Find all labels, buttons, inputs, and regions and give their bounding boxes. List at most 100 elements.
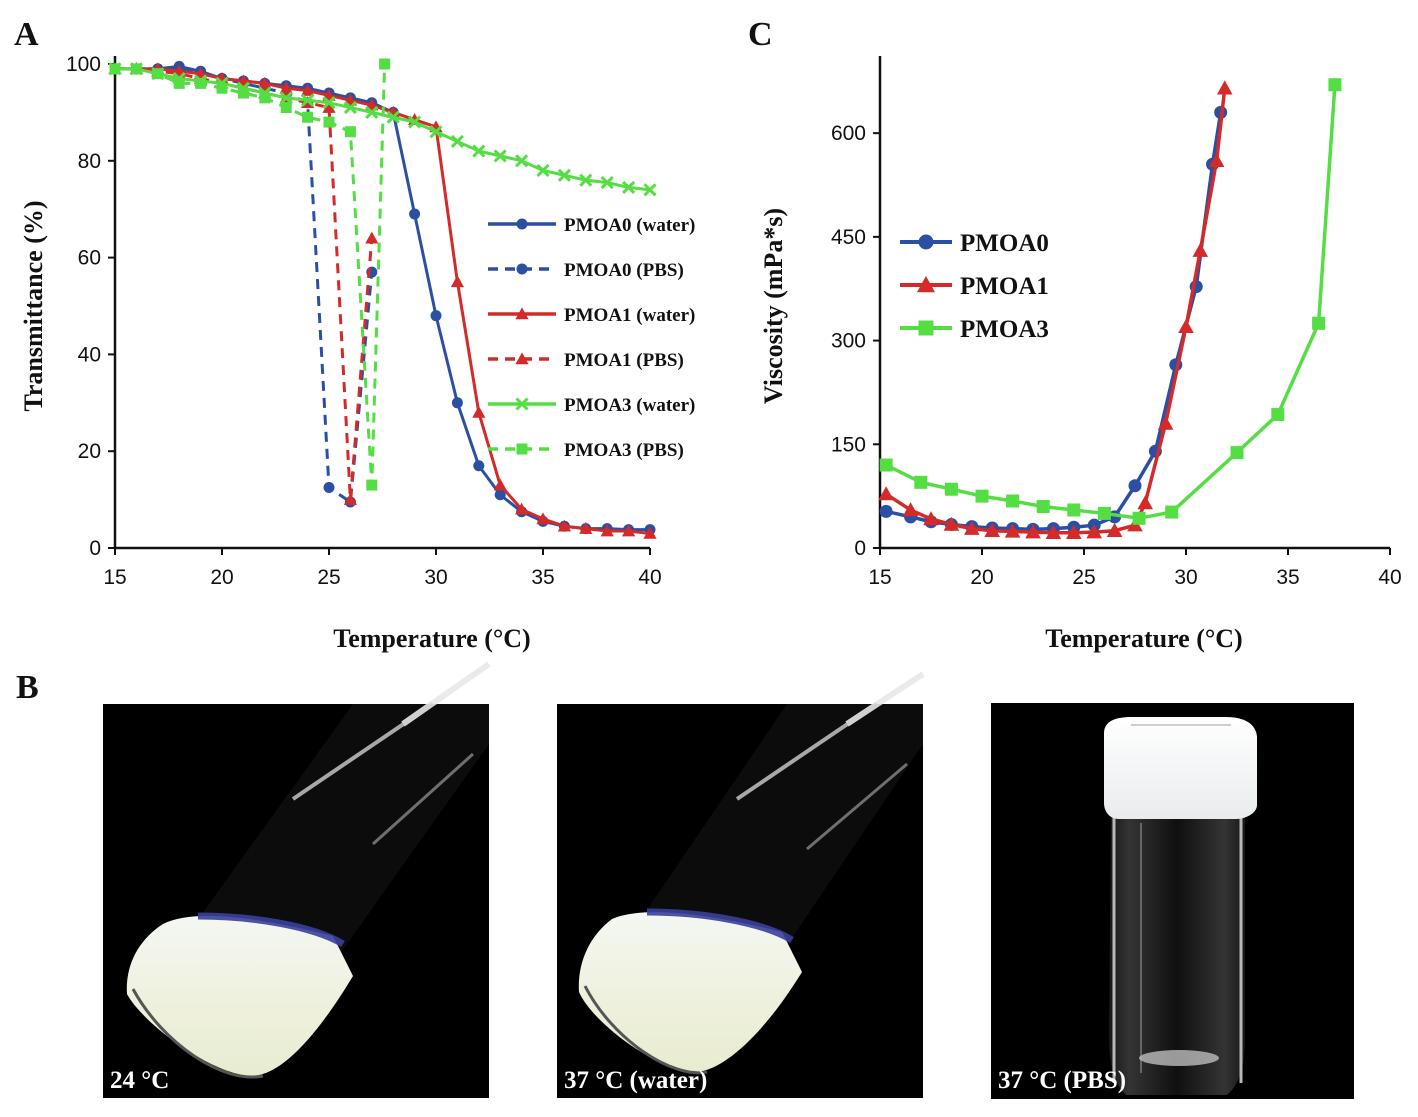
viscosity-data-point: [1271, 408, 1285, 422]
transmittance-data-point: [344, 126, 356, 138]
transmittance-data-point: [301, 93, 315, 107]
viscosity-legend: PMOA0 PMOA1 PMOA3: [900, 230, 1049, 343]
panel-letter-c: C: [748, 16, 773, 53]
viscosity-data-point: [1192, 242, 1209, 257]
viscosity-data-point: [1066, 524, 1082, 540]
transmittance-data-point: [322, 96, 336, 110]
viscosity-series: [878, 78, 1342, 540]
transmittance-data-point: [622, 524, 636, 537]
transmittance-data-point: [451, 397, 463, 409]
transmittance-data-point: [515, 154, 529, 168]
transmittance-data-point: [494, 489, 506, 501]
transmittance-data-point: [323, 482, 335, 493]
viscosity-series-line: [885, 112, 1223, 532]
transmittance-data-point: [493, 149, 507, 163]
transmittance-y-tick-label: 40: [78, 343, 101, 366]
viscosity-data-point: [964, 520, 980, 535]
viscosity-y-tick-label: 450: [831, 226, 866, 249]
transmittance-data-point: [493, 478, 507, 491]
viscosity-x-tick-label: 40: [1378, 566, 1401, 589]
transmittance-legend-entry: PMOA0 (PBS): [488, 260, 684, 281]
viscosity-data-point: [1045, 524, 1062, 540]
viscosity-legend-entry: PMOA3: [900, 316, 1049, 343]
transmittance-legend-label: PMOA3 (PBS): [564, 440, 684, 461]
transmittance-data-point: [259, 92, 271, 104]
photo-37c-pbs: 37 °C (PBS): [991, 703, 1354, 1099]
transmittance-x-tick-label: 30: [424, 566, 447, 589]
transmittance-legend-entry: PMOA3 (PBS): [488, 440, 684, 461]
transmittance-legend-label: PMOA0 (water): [564, 215, 695, 236]
viscosity-data-point: [879, 504, 893, 518]
transmittance-data-point: [430, 310, 442, 322]
viscosity-legend-marker: [917, 276, 935, 293]
transmittance-legend-entry: PMOA1 (water): [488, 305, 695, 326]
viscosity-data-point: [1006, 494, 1020, 508]
viscosity-series-line: [885, 88, 1227, 535]
transmittance-x-tick-label: 20: [210, 566, 233, 589]
viscosity-data-point: [1036, 500, 1050, 514]
transmittance-y-tick-label: 20: [78, 440, 101, 463]
viscosity-data-point: [1106, 522, 1123, 537]
viscosity-data-point: [1067, 503, 1081, 517]
panel-letter-b: B: [16, 669, 39, 706]
transmittance-y-tick-label: 60: [78, 247, 101, 270]
viscosity-data-point: [984, 522, 1000, 537]
viscosity-legend-entry: PMOA1: [900, 273, 1049, 300]
transmittance-x-tick-label: 40: [638, 566, 661, 589]
transmittance-data-point: [195, 77, 207, 89]
transmittance-series-line: [115, 67, 374, 505]
transmittance-data-point: [579, 522, 593, 534]
viscosity-y-tick-label: 0: [854, 537, 866, 560]
transmittance-legend-label: PMOA0 (PBS): [564, 260, 684, 281]
viscosity-series-2: [879, 78, 1342, 525]
transmittance-legend-marker: [516, 443, 528, 455]
viscosity-data-point: [1097, 506, 1111, 520]
photo-24c-label: 24 °C: [110, 1067, 169, 1094]
transmittance-data-point: [130, 63, 142, 75]
transmittance-data-point: [557, 519, 571, 532]
viscosity-data-point: [902, 502, 919, 517]
transmittance-data-point: [343, 100, 357, 115]
transmittance-data-point: [366, 479, 378, 491]
transmittance-data-point: [386, 110, 400, 124]
viscosity-series-line: [885, 84, 1337, 521]
transmittance-x-axis-label: Temperature (°C): [333, 624, 530, 653]
panel-letter-a: A: [14, 16, 39, 53]
transmittance-data-point: [515, 502, 529, 515]
transmittance-data-point: [258, 76, 272, 89]
transmittance-legend-entry: PMOA3 (water): [488, 395, 695, 416]
transmittance-series-5: [109, 58, 391, 491]
transmittance-legend-marker: [515, 352, 529, 365]
viscosity-data-point: [1328, 78, 1342, 92]
transmittance-y-axis-label: Transmittance (%): [19, 200, 48, 411]
viscosity-legend-label: PMOA3: [960, 316, 1049, 343]
transmittance-data-point: [409, 208, 421, 220]
transmittance-y-tick-label: 80: [78, 150, 101, 173]
viscosity-data-point: [944, 482, 958, 496]
viscosity-data-point: [923, 511, 939, 526]
transmittance-data-point: [429, 125, 443, 139]
viscosity-data-point: [1132, 511, 1146, 525]
transmittance-legend-marker: [516, 218, 528, 230]
viscosity-y-tick-label: 300: [831, 330, 866, 353]
viscosity-series-1: [878, 80, 1233, 540]
transmittance-data-point: [622, 180, 636, 194]
transmittance-legend-marker: [515, 397, 529, 411]
transmittance-data-point: [600, 176, 614, 190]
photo-37c-water: 37 °C (water): [557, 671, 925, 1098]
viscosity-data-point: [1086, 524, 1102, 539]
viscosity-x-tick-label: 35: [1276, 566, 1299, 589]
viscosity-legend-marker: [918, 234, 934, 250]
transmittance-legend-label: PMOA3 (water): [564, 395, 695, 416]
viscosity-data-point: [1178, 318, 1194, 333]
transmittance-legend: PMOA0 (water) PMOA0 (PBS) PMOA1 (water) PMO…: [488, 215, 695, 461]
viscosity-data-point: [1128, 479, 1142, 493]
photo-37c-water-label: 37 °C (water): [564, 1067, 707, 1094]
transmittance-x-tick-label: 15: [103, 566, 126, 589]
transmittance-legend-entry: PMOA1 (PBS): [488, 350, 684, 371]
viscosity-x-tick-label: 25: [1072, 566, 1095, 589]
viscosity-legend-label: PMOA1: [960, 273, 1049, 300]
transmittance-legend-entry: PMOA0 (water): [488, 215, 695, 236]
